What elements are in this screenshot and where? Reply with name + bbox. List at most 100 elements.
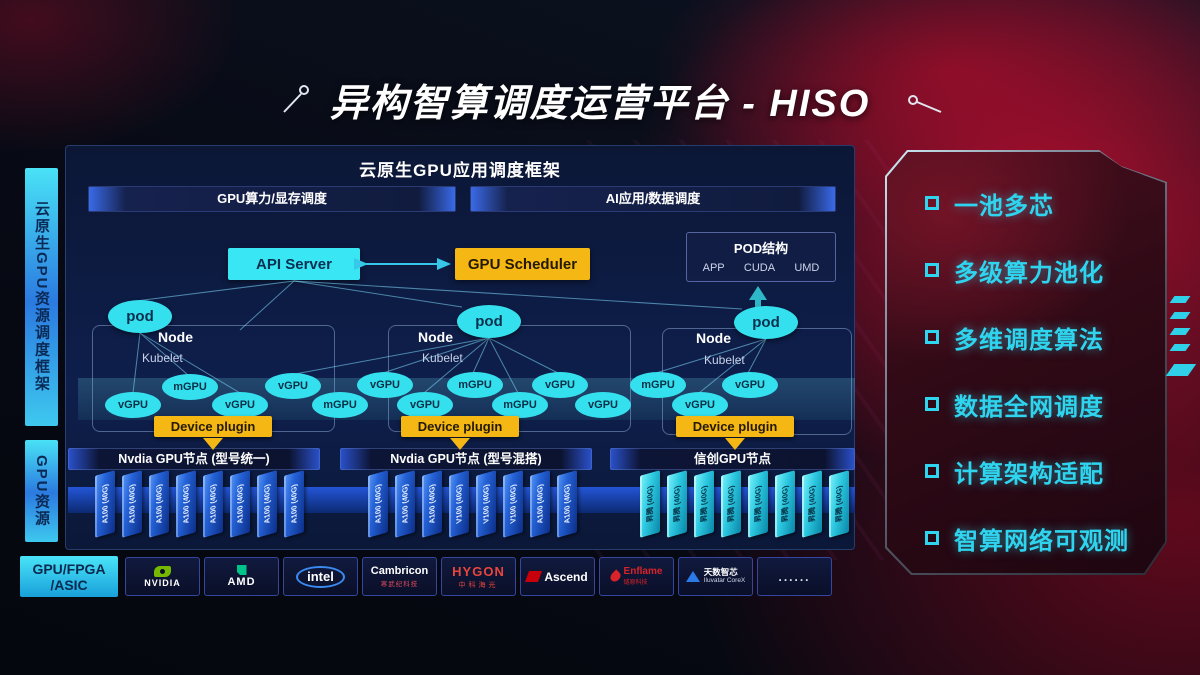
device-plugin-arrow-3 — [725, 438, 745, 450]
gpu-card: 昇腾 (40G) — [667, 470, 687, 538]
sidebar-label-cloud-native-gpu-framework: 云原生GPU资源调度框架 — [25, 168, 58, 426]
framework-header: 云原生GPU应用调度框架 — [359, 161, 561, 180]
gpu-ellipse: vGPU — [357, 372, 413, 398]
nvidia-label: NVIDIA — [144, 577, 181, 588]
square-bullet-icon — [925, 196, 939, 210]
feature-panel — [885, 150, 1167, 575]
asic-line1: GPU/FPGA — [32, 560, 106, 577]
nvidia-logo-icon — [154, 565, 171, 577]
feature-panel-inner — [887, 152, 1165, 573]
vendor-ascend: Ascend — [520, 557, 595, 596]
gpu-fpga-asic-label: GPU/FPGA /ASIC — [20, 556, 118, 597]
pod-structure-box: POD结构 APP CUDA UMD — [686, 232, 836, 282]
square-bullet-icon — [925, 330, 939, 344]
bar-gpu-compute-scheduling: GPU算力/显存调度 — [88, 186, 456, 212]
section-header-xinchuang: 信创GPU节点 — [610, 448, 855, 470]
hygon-label: HYGON — [452, 563, 505, 579]
gpu-card: A100 (40G) — [176, 470, 196, 538]
kubelet-label-3: Kubelet — [704, 353, 745, 367]
gpu-card: 昇腾 (40G) — [721, 470, 741, 538]
gpu-ellipse: vGPU — [672, 392, 728, 418]
square-bullet-icon — [925, 531, 939, 545]
gpu-card: A100 (40G) — [395, 470, 415, 538]
kubelet-label-2: Kubelet — [422, 351, 463, 365]
cambricon-sublabel: 寒武纪科技 — [380, 581, 419, 588]
kubelet-label-1: Kubelet — [142, 351, 183, 365]
device-plugin-arrow-2 — [450, 438, 470, 450]
feature-item: 一池多芯 — [925, 188, 1054, 220]
page-title: 异构智算调度运营平台 - HISO — [329, 83, 871, 125]
iluvatar-label: 天数智芯 — [703, 567, 738, 577]
intel-logo: intel — [296, 565, 345, 588]
gpu-card: A100 (40G) — [95, 470, 115, 538]
gpu-ellipse: vGPU — [532, 372, 588, 398]
hatch-decor — [1169, 296, 1191, 303]
device-plugin-arrow-1 — [203, 438, 223, 450]
vendor-amd: AMD — [204, 557, 279, 596]
gpu-card: A100 (40G) — [284, 470, 304, 538]
pod-structure-title: POD结构 — [733, 241, 789, 256]
amd-label: AMD — [227, 576, 256, 588]
hatch-decor — [1169, 328, 1191, 335]
hatch-decor — [1169, 344, 1191, 351]
gpu-card: 昇腾 (40G) — [829, 470, 849, 538]
sidebar-label-gpu-resources: GPU资源 — [25, 440, 58, 542]
gpu-ellipse: vGPU — [265, 373, 321, 399]
circuit-node-icon-left — [283, 85, 309, 113]
gpu-card: 昇腾 (40G) — [640, 470, 660, 538]
node-label-3: Node — [696, 330, 731, 346]
hatch-decor — [1169, 312, 1191, 319]
asic-line2: /ASIC — [50, 576, 88, 593]
section-header-nvidia-mixed: Nvdia GPU节点 (型号混搭) — [340, 448, 592, 470]
feature-item: 计算架构适配 — [925, 456, 1104, 488]
gpu-card: A100 (40G) — [122, 470, 142, 538]
gpu-ellipse: mGPU — [630, 372, 686, 398]
gpu-card: A100 (40G) — [530, 470, 550, 538]
section-header-nvidia-uniform: Nvdia GPU节点 (型号统一) — [68, 448, 320, 470]
vendor-hygon: HYGON 中科海光 — [441, 557, 516, 596]
hatch-decor — [1165, 364, 1197, 376]
gpu-card: V100 (40G) — [503, 470, 523, 538]
gpu-ellipse: mGPU — [447, 372, 503, 398]
device-plugin-2: Device plugin — [401, 416, 519, 437]
pod-ellipse-2: pod — [457, 305, 521, 338]
iluvatar-sublabel: Iluvatar CoreX — [703, 577, 746, 584]
gpu-ellipse: vGPU — [722, 372, 778, 398]
gpu-card: 昇腾 (40G) — [802, 470, 822, 538]
ascend-logo-icon — [525, 571, 543, 582]
device-plugin-1: Device plugin — [154, 416, 272, 437]
gpu-card: A100 (40G) — [257, 470, 277, 538]
gpu-ellipse: vGPU — [575, 392, 631, 418]
gpu-card: A100 (40G) — [149, 470, 169, 538]
pod-item-umd: UMD — [794, 262, 820, 274]
gpu-ellipse: vGPU — [105, 392, 161, 418]
node-label-1: Node — [158, 329, 193, 345]
pod-item-app: APP — [702, 262, 725, 274]
gpu-card: V100 (40G) — [476, 470, 496, 538]
more-vendors-label: ...... — [778, 569, 811, 584]
gpu-card: 昇腾 (40G) — [694, 470, 714, 538]
gpu-card: A100 (40G) — [230, 470, 250, 538]
gpu-card: A100 (40G) — [368, 470, 388, 538]
gpu-ellipse: vGPU — [212, 392, 268, 418]
feature-item: 数据全网调度 — [925, 389, 1104, 421]
gpu-card: A100 (40G) — [203, 470, 223, 538]
gpu-scheduler-box: GPU Scheduler — [455, 248, 590, 280]
node-label-2: Node — [418, 329, 453, 345]
vendor-more: ...... — [757, 557, 832, 596]
pod-ellipse-1: pod — [108, 300, 172, 333]
vendor-intel: intel — [283, 557, 358, 596]
gpu-card: A100 (40G) — [422, 470, 442, 538]
feature-item: 多维调度算法 — [925, 322, 1104, 354]
feature-item: 多级算力池化 — [925, 255, 1104, 287]
square-bullet-icon — [925, 263, 939, 277]
gpu-ellipse: mGPU — [312, 392, 368, 418]
gpu-card: 昇腾 (40G) — [748, 470, 768, 538]
ascend-label: Ascend — [544, 569, 588, 584]
enflame-logo-icon — [607, 569, 623, 584]
vendor-iluvatar: 天数智芯 Iluvatar CoreX — [678, 557, 753, 596]
gpu-card: A100 (40G) — [557, 470, 577, 538]
hygon-sublabel: 中科海光 — [458, 581, 499, 589]
vendor-nvidia: NVIDIA — [125, 557, 200, 596]
